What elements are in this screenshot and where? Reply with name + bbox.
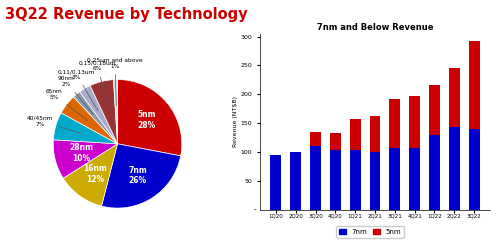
Bar [449,68,460,127]
Wedge shape [54,113,118,144]
Text: 16nm
12%: 16nm 12% [84,164,108,184]
Bar [270,155,281,210]
Bar [429,85,440,135]
Bar [429,135,440,210]
Legend: 7nm, 5nm: 7nm, 5nm [336,226,404,238]
Bar [409,148,420,210]
Text: -: - [254,207,256,213]
Bar [290,152,301,210]
Text: 0.25um and above
1%: 0.25um and above 1% [87,58,143,106]
Bar [468,41,479,129]
Bar [350,150,360,210]
Text: 0.15/0.18um
6%: 0.15/0.18um 6% [79,60,116,107]
Bar [370,116,380,152]
Wedge shape [53,140,118,178]
Wedge shape [102,144,180,208]
Wedge shape [63,144,118,206]
Bar [390,99,400,148]
Wedge shape [118,80,182,156]
Bar [330,150,341,210]
Bar [409,96,420,148]
Bar [449,127,460,210]
Y-axis label: Revenue (NT$B): Revenue (NT$B) [233,96,238,147]
Wedge shape [80,86,118,144]
Bar [390,148,400,210]
Text: 40/45nm
7%: 40/45nm 7% [27,116,81,133]
Bar [370,152,380,210]
Text: 5nm
28%: 5nm 28% [137,110,156,130]
Text: 0.11/0.13um
3%: 0.11/0.13um 3% [58,69,98,111]
Text: 90nm
2%: 90nm 2% [58,76,93,114]
Bar [468,129,479,210]
Wedge shape [74,92,118,144]
Title: 7nm and Below Revenue: 7nm and Below Revenue [317,23,433,32]
Text: 7nm
26%: 7nm 26% [128,166,147,185]
Text: 28nm
10%: 28nm 10% [70,143,94,163]
Text: 65nm
5%: 65nm 5% [46,89,88,120]
Bar [310,132,321,146]
Bar [330,133,341,150]
Wedge shape [61,97,118,144]
Wedge shape [90,80,118,144]
Bar [350,119,360,150]
Bar [310,146,321,210]
Wedge shape [114,80,117,144]
Text: 3Q22 Revenue by Technology: 3Q22 Revenue by Technology [5,7,248,22]
